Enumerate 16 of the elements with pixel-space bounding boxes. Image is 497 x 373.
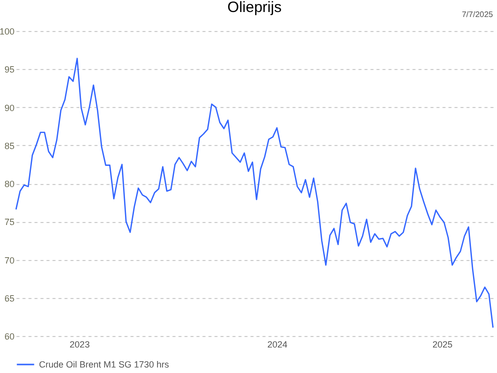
y-tick-label: 75 — [4, 217, 14, 228]
y-tick-label: 70 — [4, 255, 14, 266]
y-tick-label: 60 — [4, 332, 14, 342]
y-tick-label: 65 — [4, 293, 14, 304]
y-tick-label: 95 — [4, 64, 14, 75]
y-tick-label: 100 — [0, 26, 14, 36]
x-tick-label: 2023 — [70, 340, 90, 350]
text: 7/7/2025 — [462, 10, 494, 19]
y-tick-label: 90 — [4, 102, 14, 113]
x-tick-label: 2024 — [267, 340, 288, 350]
legend-label: Crude Oil Brent M1 SG 1730 hrs — [39, 360, 170, 370]
y-tick-label: 85 — [4, 140, 14, 151]
line-series — [15, 58, 494, 328]
chart-title: Olieprijs — [227, 0, 282, 16]
y-tick-label: 80 — [4, 179, 14, 189]
x-tick-label: 2025 — [432, 340, 453, 350]
